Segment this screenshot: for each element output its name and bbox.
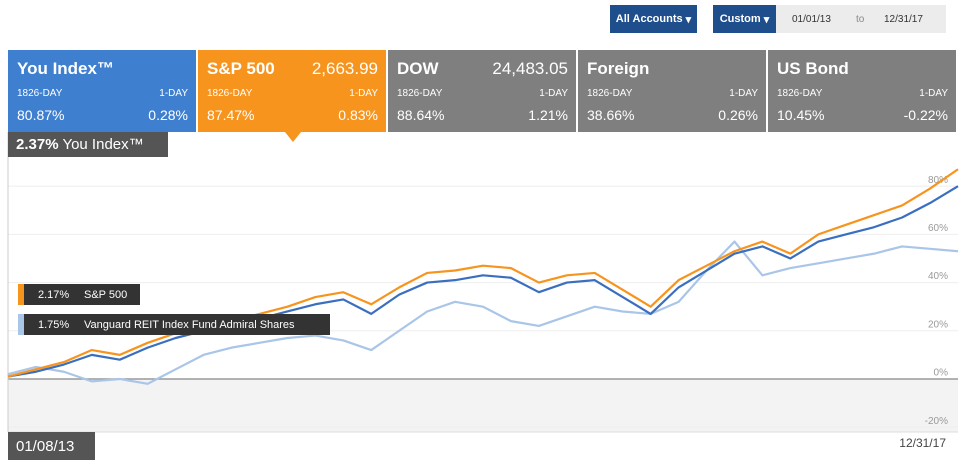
accounts-button[interactable]: All Accounts ▾ xyxy=(610,5,697,33)
tile-period-value: 80.87% xyxy=(17,107,65,123)
legend-item: 2.17% S&P 500 xyxy=(18,284,140,305)
tile-day-value: -0.22% xyxy=(903,107,948,123)
legend-swatch xyxy=(18,314,24,335)
tile-day: 1-DAY xyxy=(919,88,948,99)
series-line xyxy=(7,185,959,378)
tile-day: 1-DAY xyxy=(349,88,378,99)
tile-price: 24,483.05 xyxy=(492,59,568,78)
legend-box xyxy=(18,314,330,335)
tile-name: You Index™ xyxy=(17,59,114,78)
x-tick-label: 01/08/13 xyxy=(16,438,74,455)
focus-label: 2.37% You Index™ xyxy=(16,136,144,153)
focus-value: 2.37% xyxy=(16,136,59,153)
tile-day-value: 0.26% xyxy=(718,107,758,123)
tile-name: US Bond xyxy=(777,59,849,78)
tile-period: 1826-DAY xyxy=(397,88,443,99)
accounts-label: All Accounts xyxy=(615,13,683,25)
date-to: to xyxy=(856,14,865,25)
range-button[interactable]: Custom ▾ xyxy=(713,5,776,33)
x-label-box xyxy=(8,432,95,460)
tile-period: 1826-DAY xyxy=(207,88,253,99)
tile-name: DOW xyxy=(397,59,439,78)
y-tick-label: -20% xyxy=(925,416,948,427)
focus-name: You Index™ xyxy=(62,136,143,153)
tile[interactable]: Foreign 1826-DAY 1-DAY 38.66% 0.26% xyxy=(578,50,766,132)
legend-swatch xyxy=(18,284,24,305)
chart: -20% 0% 20% 40% 60% 80% 01/08/13 12/31/17 2.37% … xyxy=(7,132,959,460)
tile-price: 2,663.99 xyxy=(311,59,378,78)
series-line xyxy=(7,168,959,378)
tile[interactable]: You Index™ 1826-DAY 1-DAY 80.87% 0.28% xyxy=(8,50,196,132)
range-label: Custom xyxy=(719,13,761,25)
tile[interactable]: DOW 24,483.05 1826-DAY 1-DAY 88.64% 1.21% xyxy=(388,50,576,132)
start-date[interactable]: 01/01/13 xyxy=(792,14,831,25)
tile-day-value: 1.21% xyxy=(528,107,568,123)
tile[interactable]: S&P 500 2,663.99 1826-DAY 1-DAY 87.47% 0.83% xyxy=(198,50,386,132)
tile-day: 1-DAY xyxy=(729,88,758,99)
date-range: 01/01/13 to 12/31/17 xyxy=(776,5,946,33)
tile-period-value: 38.66% xyxy=(587,107,635,123)
legend-item: 1.75% Vanguard REIT Index Fund Admiral Sh… xyxy=(18,314,330,335)
focus-box xyxy=(8,132,168,157)
y-tick-label: 80% xyxy=(928,175,948,186)
legend-name: Vanguard REIT Index Fund Admiral Shares xyxy=(84,319,295,331)
below-zero-area xyxy=(8,378,958,432)
y-tick-label: 60% xyxy=(928,223,948,234)
tile-name: S&P 500 xyxy=(207,59,275,78)
tile-day-value: 0.83% xyxy=(338,107,378,123)
selected-arrow xyxy=(285,132,301,142)
y-tick-label: 40% xyxy=(928,271,948,282)
tile-day-value: 0.28% xyxy=(148,107,188,123)
legend-box xyxy=(18,284,140,305)
tile-period-value: 87.47% xyxy=(207,107,255,123)
tile-period: 1826-DAY xyxy=(17,88,63,99)
y-tick-label: 20% xyxy=(928,319,948,330)
tile-period: 1826-DAY xyxy=(777,88,823,99)
tile[interactable]: US Bond 1826-DAY 1-DAY 10.45% -0.22% xyxy=(768,50,956,132)
y-tick-label: 0% xyxy=(934,368,949,379)
tile-period-value: 88.64% xyxy=(397,107,445,123)
tile-period-value: 10.45% xyxy=(777,107,825,123)
tile-period: 1826-DAY xyxy=(587,88,633,99)
tile-day: 1-DAY xyxy=(539,88,568,99)
tile-name: Foreign xyxy=(587,59,650,78)
x-tick-label: 12/31/17 xyxy=(899,436,946,450)
tile-day: 1-DAY xyxy=(159,88,188,99)
end-date[interactable]: 12/31/17 xyxy=(884,14,923,25)
legend-name: S&P 500 xyxy=(84,289,127,301)
series-line xyxy=(7,240,959,385)
legend-value: 1.75% xyxy=(38,319,69,331)
legend-value: 2.17% xyxy=(38,289,69,301)
